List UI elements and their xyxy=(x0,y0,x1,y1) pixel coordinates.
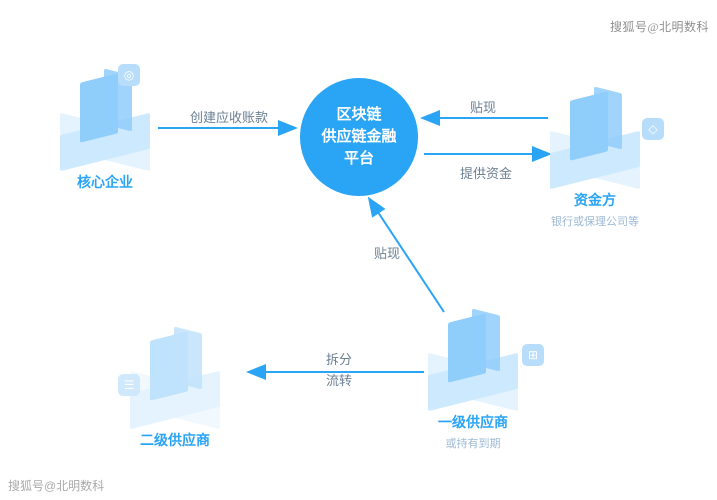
badge-icon: ◇ xyxy=(642,118,664,140)
diagram-canvas: 区块链 供应链金融 平台 ◎ 核心企业 ◇ 资金方 银行或保理公司等 ⊞ 一级供… xyxy=(0,0,717,500)
edge-label-discount-tier1: 贴现 xyxy=(374,244,400,265)
center-label-line3: 平台 xyxy=(344,148,374,170)
node-funder: ◇ xyxy=(550,90,640,180)
node-tier1-supplier: ⊞ xyxy=(428,312,518,402)
subtitle-text: 银行或保理公司等 xyxy=(525,213,665,229)
watermark-bottom-left: 搜狐号@北明数科 xyxy=(8,477,104,494)
edge-label-split-transfer: 拆分 流转 xyxy=(326,350,352,392)
node-tier2-supplier-label: 二级供应商 xyxy=(105,430,245,450)
badge-icon: ⊞ xyxy=(522,344,544,366)
title-text: 一级供应商 xyxy=(403,412,543,432)
center-platform-node: 区块链 供应链金融 平台 xyxy=(300,78,418,196)
building-icon: ⊞ xyxy=(428,312,518,402)
node-core-enterprise-label: 核心企业 xyxy=(35,172,175,192)
subtitle-text: 或持有到期 xyxy=(403,435,543,451)
edge-label-discount-funder: 贴现 xyxy=(470,98,496,119)
node-tier2-supplier: ☰ xyxy=(130,330,220,420)
center-label-line1: 区块链 xyxy=(336,104,381,126)
building-icon: ◎ xyxy=(60,72,150,162)
node-core-enterprise: ◎ xyxy=(60,72,150,162)
badge-icon: ◎ xyxy=(118,64,140,86)
title-text: 核心企业 xyxy=(35,172,175,192)
building-icon: ◇ xyxy=(550,90,640,180)
badge-icon: ☰ xyxy=(118,374,140,396)
edge-label-create-receivable: 创建应收账款 xyxy=(190,108,268,129)
node-tier1-supplier-label: 一级供应商 或持有到期 xyxy=(403,412,543,451)
center-label-line2: 供应链金融 xyxy=(321,126,396,148)
title-text: 二级供应商 xyxy=(105,430,245,450)
node-funder-label: 资金方 银行或保理公司等 xyxy=(525,190,665,229)
edge-label-provide-funds: 提供资金 xyxy=(460,164,512,185)
building-icon: ☰ xyxy=(130,330,220,420)
watermark-top-right: 搜狐号@北明数科 xyxy=(610,18,709,35)
title-text: 资金方 xyxy=(525,190,665,210)
